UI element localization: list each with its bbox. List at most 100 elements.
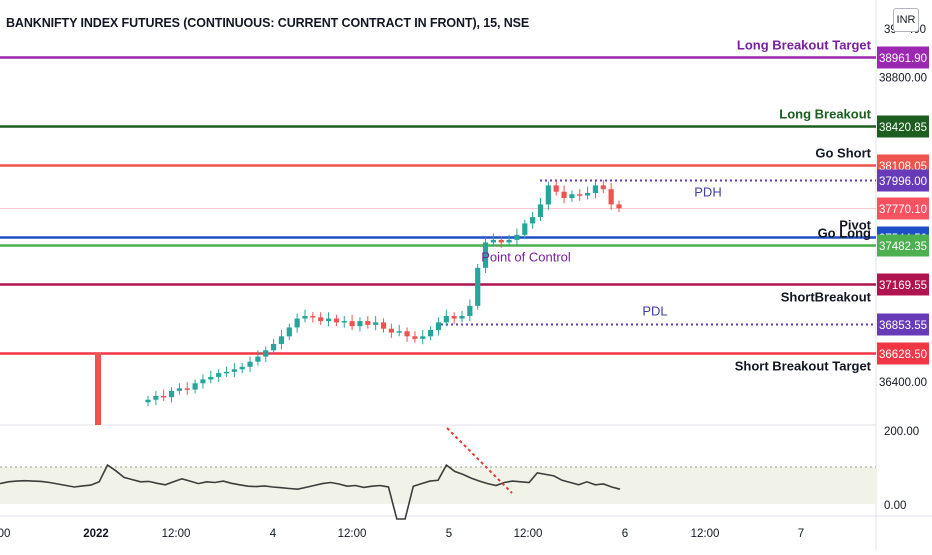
level-label-7: ShortBreakout [781, 290, 872, 305]
candle-body [310, 316, 316, 318]
price-badge-text-0: 38961.90 [879, 53, 927, 65]
candle-body [161, 395, 167, 398]
price-badge-text-4: 37770.10 [879, 204, 927, 216]
candle-body [608, 189, 614, 205]
candle-body [286, 327, 292, 337]
candle-body [216, 373, 222, 377]
candle-body [600, 185, 606, 190]
candle-body [506, 239, 512, 243]
oscillator-pane [0, 427, 876, 520]
currency-button[interactable]: INR [893, 8, 919, 32]
level-label-6: Go Long [818, 226, 871, 241]
candle-body [420, 336, 426, 339]
time-label-5: 5 [446, 528, 452, 540]
time-label-4: 12:00 [338, 528, 367, 540]
candle-body [349, 321, 355, 327]
candle-body [341, 321, 347, 323]
point-of-control-label: Point of Control [481, 250, 571, 265]
candle-body [278, 336, 285, 344]
price-badge-3 [877, 169, 929, 192]
candle-body [325, 318, 332, 322]
oscillator-line [0, 463, 621, 520]
candle-body [263, 350, 269, 357]
candle-body [184, 388, 190, 390]
candle-body [459, 316, 465, 319]
candle-body [569, 194, 575, 199]
candle-body [357, 321, 363, 327]
time-label-7: 6 [622, 528, 628, 540]
price-badge-4 [877, 197, 929, 220]
candle-body [592, 185, 599, 193]
time-label-2: 12:00 [162, 528, 191, 540]
candle-body [530, 217, 536, 224]
candle-body [616, 204, 622, 209]
time-label-3: 4 [270, 528, 277, 540]
candle-body [200, 379, 206, 384]
price-badge-text-8: 36853.55 [879, 320, 927, 332]
candle-body [302, 316, 308, 319]
price-badge-6 [877, 234, 929, 257]
candle-body [577, 194, 583, 196]
candle-body [153, 395, 159, 400]
price-badge-text-9: 36628.50 [879, 349, 927, 361]
level-label-3: PDH [694, 185, 721, 200]
candlesticks [95, 180, 622, 425]
candle-body [176, 388, 182, 391]
candle-body [168, 390, 175, 398]
candle-body [396, 331, 402, 333]
candle-body [482, 242, 489, 268]
osc-tick-0: 200.00 [884, 426, 919, 438]
price-badge-7 [877, 273, 929, 296]
price-badge-text-1: 38420.85 [879, 122, 927, 134]
candle-body [208, 376, 214, 380]
candle-body [475, 267, 481, 306]
time-axis: 00 2022 12:00 4 12:00 5 12:00 6 12:00 7 [0, 528, 804, 540]
time-label-1: 2022 [83, 528, 109, 540]
candle-body [380, 322, 387, 329]
candle-body [145, 399, 151, 403]
candle-body [223, 371, 230, 374]
candle-body [333, 318, 339, 323]
level-lines [0, 56, 876, 355]
candle-body [388, 328, 394, 333]
candle-body [247, 361, 253, 367]
candle-body [365, 321, 371, 325]
level-label-9: Short Breakout Target [735, 359, 872, 374]
candle-body [428, 329, 434, 337]
candle-body [514, 234, 520, 240]
time-label-9: 7 [798, 528, 804, 540]
spike-candle [95, 353, 101, 425]
level-label-0: Long Breakout Target [737, 38, 872, 53]
price-badge-9 [877, 342, 929, 365]
candle-body [467, 305, 473, 317]
osc-tick-1: 0.00 [884, 500, 906, 512]
candle-body [373, 322, 379, 325]
price-tick-0: 38800.00 [879, 73, 927, 85]
candle-body [561, 191, 567, 199]
candle-body [271, 343, 277, 351]
level-label-8: PDL [642, 304, 667, 319]
candle-body [553, 185, 559, 192]
level-labels: 38961.90 Long Breakout Target 38420.85 Long… [481, 38, 929, 374]
chart-title: BANKNIFTY INDEX FUTURES (CONTINUOUS: CUR… [6, 16, 530, 30]
price-badge-1 [877, 115, 929, 138]
candle-body [490, 239, 496, 243]
level-label-1: Long Breakout [779, 107, 871, 122]
price-badge-8 [877, 313, 929, 336]
price-badge-text-6: 37482.35 [879, 241, 927, 253]
price-badge-0 [877, 46, 929, 69]
candle-body [585, 192, 591, 196]
price-badge-text-3: 37996.00 [879, 176, 927, 188]
price-tick-1: 36400.00 [879, 377, 927, 389]
time-label-8: 12:00 [691, 528, 720, 540]
candle-body [239, 366, 245, 370]
candle-body [192, 383, 198, 390]
candle-body [522, 223, 528, 235]
candle-body [435, 322, 442, 330]
time-label-6: 12:00 [514, 528, 543, 540]
candle-body [294, 318, 300, 328]
